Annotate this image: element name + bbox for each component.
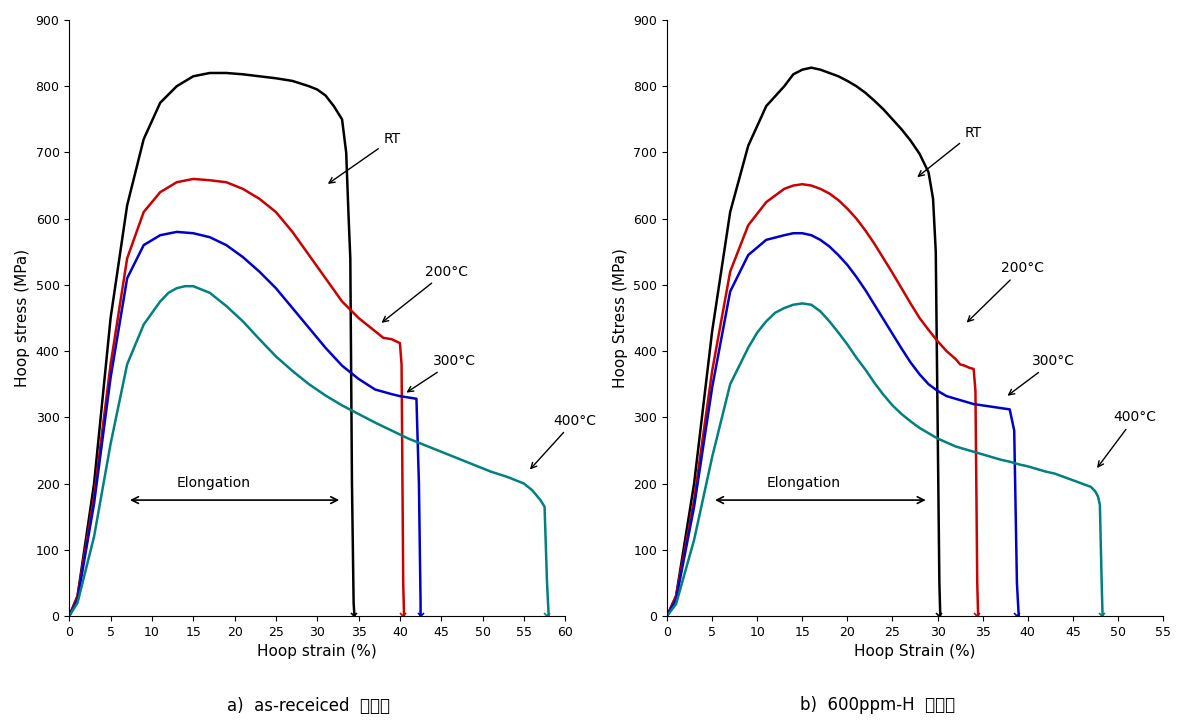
- X-axis label: Hoop Strain (%): Hoop Strain (%): [854, 645, 976, 659]
- Text: 400°C: 400°C: [1098, 410, 1156, 467]
- Text: 300°C: 300°C: [408, 354, 476, 392]
- Y-axis label: Hoop stress (MPa): Hoop stress (MPa): [15, 249, 30, 387]
- Text: RT: RT: [329, 132, 401, 183]
- Text: 300°C: 300°C: [1008, 354, 1076, 395]
- Text: Elongation: Elongation: [766, 476, 840, 490]
- Text: RT: RT: [918, 125, 982, 176]
- Text: Elongation: Elongation: [177, 476, 250, 490]
- Text: a)  as-receiced  링시편: a) as-receiced 링시편: [227, 697, 390, 715]
- Text: 400°C: 400°C: [531, 414, 595, 468]
- Text: 200°C: 200°C: [383, 265, 467, 322]
- Text: 200°C: 200°C: [968, 261, 1044, 322]
- X-axis label: Hoop strain (%): Hoop strain (%): [257, 645, 377, 659]
- Text: b)  600ppm-H  링시편: b) 600ppm-H 링시편: [801, 697, 955, 715]
- Y-axis label: Hoop Stress (MPa): Hoop Stress (MPa): [613, 248, 627, 388]
